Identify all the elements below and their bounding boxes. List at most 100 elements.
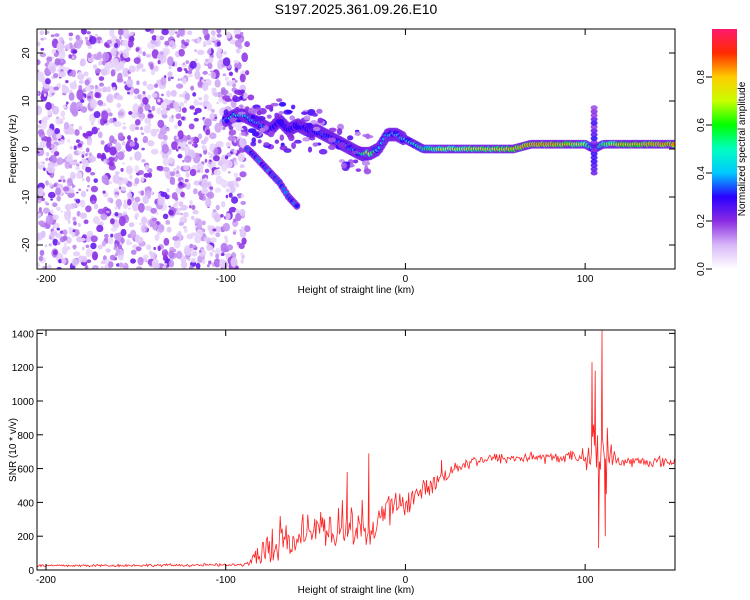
noise-blob bbox=[107, 236, 114, 245]
noise-blob bbox=[167, 29, 176, 36]
noise-blob bbox=[235, 182, 239, 188]
x-tick-label: 100 bbox=[577, 575, 594, 586]
ridge-side-blob bbox=[240, 89, 245, 94]
noise-blob bbox=[175, 211, 181, 216]
colorbar-tick-label: 0.0 bbox=[696, 262, 707, 276]
noise-blob bbox=[209, 70, 214, 73]
noise-blob bbox=[209, 186, 213, 190]
noise-blob bbox=[110, 69, 116, 77]
noise-blob bbox=[75, 39, 82, 49]
noise-blob bbox=[190, 232, 197, 237]
noise-blob bbox=[70, 101, 78, 112]
ridge-side-blob bbox=[263, 125, 269, 131]
ridge-side-blob bbox=[285, 110, 293, 114]
noise-blob bbox=[108, 112, 113, 117]
noise-blob bbox=[53, 72, 59, 79]
noise-blob bbox=[97, 127, 100, 131]
noise-blob bbox=[50, 198, 53, 201]
noise-blob bbox=[108, 261, 114, 268]
ridge-side-blob bbox=[294, 125, 301, 131]
noise-blob bbox=[96, 152, 102, 159]
noise-blob bbox=[157, 59, 161, 65]
noise-blob bbox=[185, 172, 190, 178]
noise-blob bbox=[68, 37, 73, 41]
noise-blob bbox=[214, 225, 222, 233]
noise-blob bbox=[117, 72, 123, 81]
noise-blob bbox=[224, 253, 232, 258]
noise-blob bbox=[241, 127, 244, 131]
noise-blob bbox=[141, 94, 146, 98]
noise-blob bbox=[53, 249, 58, 256]
noise-blob bbox=[155, 212, 159, 215]
noise-blob bbox=[137, 106, 144, 114]
noise-blob bbox=[215, 247, 220, 253]
noise-blob bbox=[57, 138, 61, 141]
noise-blob bbox=[87, 184, 90, 188]
noise-blob bbox=[68, 54, 72, 59]
ridge-side-blob bbox=[232, 96, 241, 103]
noise-blob bbox=[58, 179, 62, 183]
noise-blob bbox=[108, 156, 115, 162]
noise-blob bbox=[79, 60, 85, 67]
noise-blob bbox=[239, 73, 246, 83]
noise-blob bbox=[195, 262, 201, 269]
noise-blob bbox=[109, 146, 117, 156]
noise-blob bbox=[129, 31, 134, 36]
noise-blob bbox=[192, 92, 197, 97]
noise-blob bbox=[225, 31, 232, 39]
noise-blob bbox=[42, 207, 50, 214]
noise-blob bbox=[193, 117, 199, 122]
noise-blob bbox=[147, 94, 151, 100]
noise-blob bbox=[173, 238, 181, 249]
noise-blob bbox=[138, 202, 145, 213]
noise-blob bbox=[81, 246, 85, 251]
noise-blob bbox=[65, 156, 73, 163]
noise-blob bbox=[146, 244, 152, 251]
ridge-side-blob bbox=[224, 118, 230, 123]
noise-blob bbox=[198, 250, 202, 253]
noise-blob bbox=[110, 48, 117, 57]
noise-blob bbox=[189, 60, 197, 69]
noise-blob bbox=[237, 122, 241, 127]
noise-blob bbox=[177, 120, 182, 127]
noise-blob bbox=[76, 202, 80, 207]
noise-blob bbox=[134, 165, 140, 173]
y-tick-label: 200 bbox=[17, 532, 34, 543]
noise-blob bbox=[62, 117, 66, 120]
snr-series-line bbox=[37, 330, 675, 568]
noise-blob bbox=[101, 110, 109, 121]
noise-blob bbox=[204, 118, 212, 127]
ridge-side-blob bbox=[274, 112, 280, 119]
vertical-feature bbox=[590, 116, 598, 122]
noise-blob bbox=[68, 32, 74, 37]
noise-blob bbox=[48, 191, 56, 199]
noise-blob bbox=[85, 166, 89, 169]
noise-blob bbox=[37, 129, 45, 136]
noise-blob bbox=[46, 140, 52, 148]
noise-blob bbox=[152, 262, 160, 269]
noise-blob bbox=[166, 188, 170, 193]
noise-blob bbox=[160, 109, 168, 115]
noise-blob bbox=[208, 225, 216, 235]
noise-blob bbox=[234, 62, 239, 68]
noise-blob bbox=[216, 33, 222, 38]
noise-blob bbox=[80, 106, 88, 113]
noise-blob bbox=[200, 168, 204, 174]
noise-blob bbox=[53, 86, 60, 91]
noise-blob bbox=[206, 102, 213, 112]
noise-blob bbox=[183, 211, 189, 218]
ridge-side-blob bbox=[251, 131, 260, 137]
noise-blob bbox=[193, 99, 199, 106]
noise-blob bbox=[167, 76, 171, 82]
noise-blob bbox=[78, 125, 83, 131]
noise-blob bbox=[210, 30, 216, 36]
noise-blob bbox=[81, 158, 87, 165]
noise-blob bbox=[243, 225, 251, 233]
noise-blob bbox=[67, 220, 71, 224]
vertical-feature bbox=[590, 162, 598, 168]
noise-blob bbox=[115, 94, 123, 101]
ridge-side-blob bbox=[267, 130, 275, 138]
ridge-side-blob bbox=[337, 141, 346, 149]
noise-blob bbox=[137, 256, 144, 266]
